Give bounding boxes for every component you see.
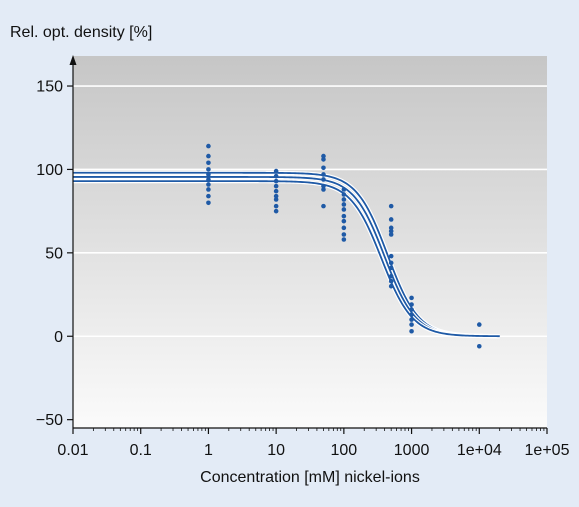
data-point (206, 172, 211, 177)
x-axis-label: Concentration [mM] nickel-ions (200, 469, 420, 486)
data-point (409, 322, 414, 327)
x-tick-label: 1 (204, 442, 213, 459)
x-tick-label: 10 (267, 442, 285, 459)
plot-area (73, 56, 547, 428)
fit-curves (73, 170, 500, 339)
data-point (273, 208, 279, 214)
x-tick-label: 0.1 (130, 442, 152, 459)
data-point (341, 237, 347, 242)
y-tick-label: 100 (36, 162, 63, 179)
y-tick-label: 50 (45, 245, 63, 262)
data-point (321, 183, 326, 189)
data-points (206, 143, 482, 349)
data-point (273, 178, 279, 184)
data-point (321, 172, 326, 177)
data-point (409, 328, 414, 334)
data-point (409, 295, 414, 301)
data-point (321, 165, 326, 171)
data-point (341, 187, 347, 192)
x-tick-label: 100 (331, 442, 358, 459)
y-tick-label: −50 (36, 412, 63, 429)
data-point (321, 187, 326, 192)
data-point (341, 225, 347, 231)
data-point (206, 200, 211, 206)
x-tick-label: 1000 (394, 442, 430, 459)
data-point (409, 302, 414, 307)
data-point (206, 193, 211, 199)
data-point (409, 317, 414, 322)
data-point (273, 197, 279, 202)
data-point (341, 213, 347, 219)
data-point (388, 273, 394, 279)
data-point (388, 217, 394, 222)
y-axis-arrow (69, 55, 77, 65)
data-point (273, 173, 279, 179)
y-axis-label: Rel. opt. density [%] (10, 24, 152, 41)
data-point (206, 153, 211, 159)
data-point (321, 203, 326, 209)
data-point (388, 265, 394, 271)
data-point (388, 232, 394, 237)
data-point (341, 197, 347, 202)
data-point (341, 207, 347, 212)
data-point (388, 228, 394, 234)
data-point (206, 187, 211, 192)
data-point (206, 182, 211, 187)
data-point (206, 160, 211, 166)
data-point (388, 260, 394, 266)
data-point (273, 193, 279, 199)
fit-curve-3 (73, 180, 500, 338)
data-point (341, 192, 347, 197)
data-point (321, 177, 326, 182)
y-axis-ticks: −50 0 50 100 150 (36, 79, 73, 429)
data-point (206, 177, 211, 182)
data-point (273, 183, 279, 189)
x-tick-label: 0.01 (57, 442, 88, 459)
y-tick-label: 0 (54, 329, 63, 346)
data-point (341, 232, 347, 237)
data-point (341, 218, 347, 224)
data-point (409, 312, 414, 317)
data-point (388, 253, 394, 259)
data-point (388, 203, 394, 209)
data-point (321, 153, 326, 159)
data-point (273, 168, 279, 174)
data-point (388, 283, 394, 289)
data-point (388, 225, 394, 231)
x-tick-label: 1e+04 (457, 442, 502, 459)
data-point (388, 278, 394, 284)
data-point (273, 203, 279, 209)
data-point (409, 307, 414, 312)
data-point (206, 143, 211, 149)
data-point (321, 157, 326, 162)
x-tick-label: 1e+05 (525, 442, 570, 459)
data-point (206, 167, 211, 172)
x-axis-ticks: 0.01 0.1 1 10 100 1000 1e+04 1e+05 (57, 428, 570, 459)
data-point (341, 202, 347, 207)
data-point (476, 343, 482, 349)
data-point (476, 322, 482, 327)
y-tick-label: 150 (36, 79, 63, 96)
data-point (273, 188, 279, 194)
